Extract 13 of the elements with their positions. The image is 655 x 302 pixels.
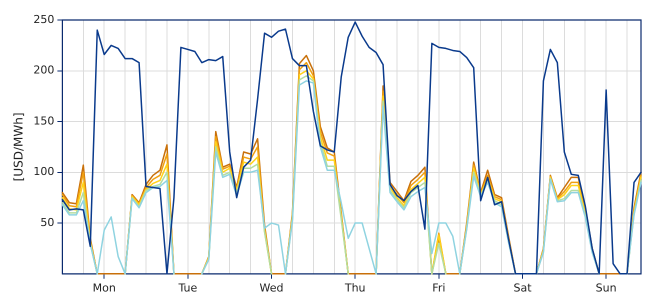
x-tick-label: Wed (260, 281, 284, 294)
y-axis-title: [USD/MWh] (11, 112, 26, 182)
y-tick-label: 150 (33, 114, 54, 128)
x-tick-label: Thu (344, 281, 366, 294)
y-tick-label: 200 (33, 64, 54, 77)
x-tick-label: Sat (513, 281, 532, 294)
y-tick-label: 250 (33, 12, 54, 26)
y-tick-label: 100 (33, 165, 54, 178)
x-tick-label: Tue (177, 281, 198, 294)
x-tick-label: Fri (432, 281, 446, 294)
x-tick-label: Mon (92, 281, 116, 294)
x-tick-label: Sun (596, 281, 617, 294)
y-tick-label: 50 (40, 216, 54, 229)
